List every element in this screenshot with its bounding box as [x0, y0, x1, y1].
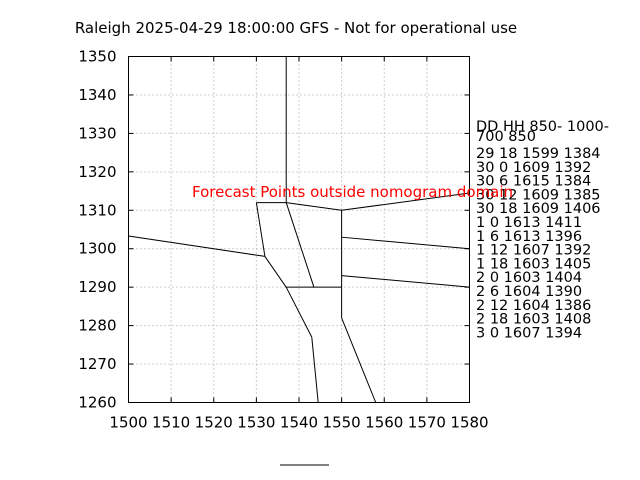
boundary-line: [264, 256, 287, 288]
boundary-lines: [128, 56, 470, 403]
boundary-line: [285, 286, 313, 338]
y-tick-label: 1340: [78, 86, 116, 104]
y-tick-label: 1260: [78, 394, 116, 412]
x-tick-label: 1560: [365, 414, 403, 432]
boundary-line: [341, 236, 470, 250]
y-tick-label: 1310: [78, 201, 116, 219]
boundary-line: [128, 235, 265, 257]
table-row: 30 0 1609 1392: [476, 160, 591, 176]
x-tick-label: 1510: [152, 414, 190, 432]
x-tick-label: 1570: [408, 414, 446, 432]
boundary-line: [341, 192, 470, 211]
table-header: 700 850: [476, 129, 536, 145]
y-tick-label: 1280: [78, 317, 116, 335]
y-axis: 1260 1270 1280 1290 1300 1310 1320 1330 1340 1350: [78, 48, 470, 412]
table-row: 1 0 1613 1411: [476, 215, 582, 231]
y-tick-label: 1320: [78, 163, 116, 181]
warning-text: Forecast Points outside nomogram domain: [192, 183, 513, 201]
table-row: 30 18 1609 1406: [476, 201, 601, 217]
boundary-line: [285, 202, 315, 288]
table-row: 30 12 1609 1385: [476, 187, 601, 203]
boundary-line: [255, 202, 266, 257]
y-tick-label: 1350: [78, 48, 116, 66]
table-header: DD HH 850- 1000-: [476, 119, 609, 135]
boundary-line: [286, 202, 342, 211]
table-row: 2 18 1603 1408: [476, 312, 591, 328]
x-tick-label: 1500: [109, 414, 147, 432]
x-tick-label: 1580: [450, 414, 488, 432]
y-tick-label: 1330: [78, 124, 116, 142]
y-tick-label: 1270: [78, 355, 116, 373]
x-axis: 1500 1510 1520 1530 1540 1550 1560 1570 1580: [109, 56, 489, 432]
boundary-line: [311, 337, 319, 403]
x-tick-label: 1520: [195, 414, 233, 432]
x-tick-label: 1530: [237, 414, 275, 432]
table-row: 1 12 1607 1392: [476, 243, 591, 259]
grid: [128, 56, 470, 403]
table-row: 2 6 1604 1390: [476, 284, 582, 300]
table-row: 2 0 1603 1404: [476, 270, 582, 286]
y-tick-label: 1290: [78, 278, 116, 296]
x-tick-label: 1540: [280, 414, 318, 432]
table-row: 3 0 1607 1394: [476, 325, 582, 341]
boundary-line: [341, 275, 470, 288]
table-row: 1 6 1613 1396: [476, 229, 582, 245]
table-row: 30 6 1615 1384: [476, 174, 591, 190]
table-row: 2 12 1604 1386: [476, 298, 591, 314]
boundary-line: [341, 317, 377, 403]
y-tick-label: 1300: [78, 240, 116, 258]
x-tick-label: 1550: [323, 414, 361, 432]
chart-title: Raleigh 2025-04-29 18:00:00 GFS - Not fo…: [75, 19, 517, 37]
table-row: 1 18 1603 1405: [476, 256, 591, 272]
table-row: 29 18 1599 1384: [476, 146, 601, 162]
